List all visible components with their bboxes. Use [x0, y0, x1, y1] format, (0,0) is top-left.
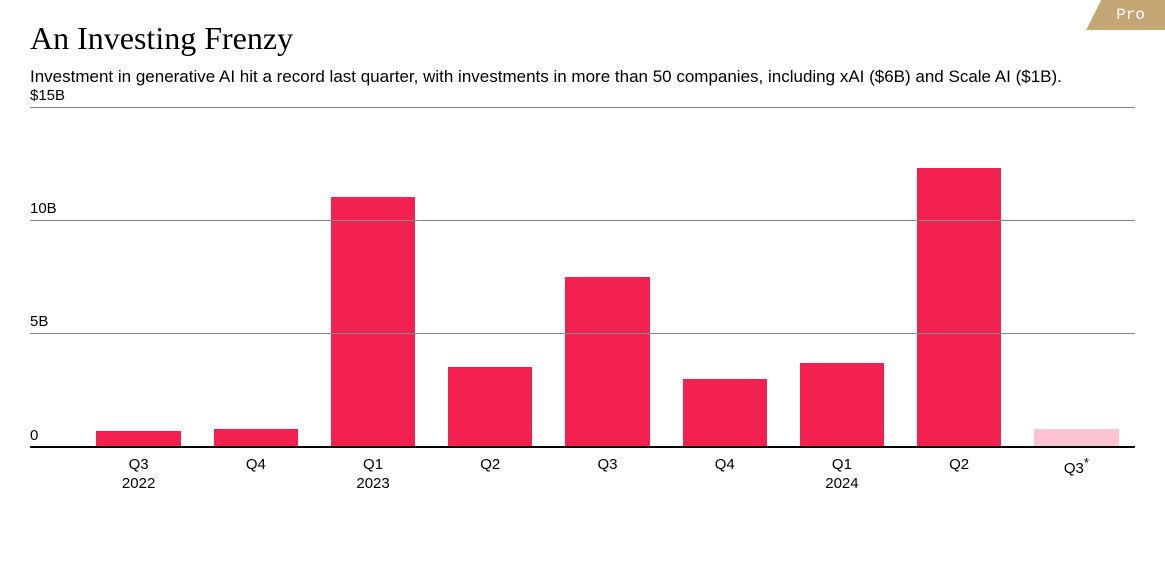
gridline: [30, 333, 1135, 334]
plot-area: $15B10B5B0: [30, 107, 1135, 447]
bar-slot: [901, 107, 1018, 447]
bar: [565, 277, 649, 447]
x-year-label: 2022: [80, 474, 197, 494]
y-tick-label: 5B: [30, 313, 48, 330]
bars-group: [80, 107, 1135, 447]
baseline: [30, 446, 1135, 448]
bar: [1034, 429, 1118, 447]
x-quarter-label: Q1: [783, 455, 900, 475]
bar: [214, 429, 298, 447]
x-quarter-label: Q1: [314, 455, 431, 475]
x-tick: Q2: [901, 455, 1018, 494]
y-tick-label: 10B: [30, 200, 57, 217]
x-quarter-label: Q3: [549, 455, 666, 475]
bar: [448, 367, 532, 446]
x-quarter-label: Q2: [432, 455, 549, 475]
chart-subtitle: Investment in generative AI hit a record…: [30, 65, 1080, 89]
x-tick: Q4: [197, 455, 314, 494]
bar: [331, 197, 415, 446]
bar: [917, 168, 1001, 447]
gridline: [30, 107, 1135, 108]
y-tick-label: $15B: [30, 87, 65, 104]
x-tick: Q32022: [80, 455, 197, 494]
y-tick-label: 0: [30, 427, 38, 444]
bar-slot: [783, 107, 900, 447]
bar: [683, 379, 767, 447]
x-quarter-label: Q4: [197, 455, 314, 475]
bar-slot: [432, 107, 549, 447]
chart-title: An Investing Frenzy: [30, 20, 1135, 57]
x-tick: Q3: [549, 455, 666, 494]
x-tick: Q12023: [314, 455, 431, 494]
bar-slot: [197, 107, 314, 447]
bar-slot: [1018, 107, 1135, 447]
bar-slot: [549, 107, 666, 447]
x-quarter-label: Q3*: [1018, 455, 1135, 479]
x-quarter-label: Q2: [901, 455, 1018, 475]
bar-slot: [314, 107, 431, 447]
x-axis: Q32022Q4Q12023Q2Q3Q4Q12024Q2Q3*: [80, 455, 1135, 494]
x-tick: Q2: [432, 455, 549, 494]
asterisk-note: *: [1084, 455, 1089, 470]
x-tick: Q4: [666, 455, 783, 494]
bar-slot: [666, 107, 783, 447]
bar-slot: [80, 107, 197, 447]
gridline: [30, 220, 1135, 221]
bar: [800, 363, 884, 447]
x-tick: Q3*: [1018, 455, 1135, 494]
bar: [96, 431, 180, 447]
x-quarter-label: Q3: [80, 455, 197, 475]
x-quarter-label: Q4: [666, 455, 783, 475]
chart-container: $15B10B5B0 Q32022Q4Q12023Q2Q3Q4Q12024Q2Q…: [30, 107, 1135, 494]
x-year-label: 2024: [783, 474, 900, 494]
pro-badge: Pro: [1086, 0, 1165, 30]
x-tick: Q12024: [783, 455, 900, 494]
x-year-label: 2023: [314, 474, 431, 494]
